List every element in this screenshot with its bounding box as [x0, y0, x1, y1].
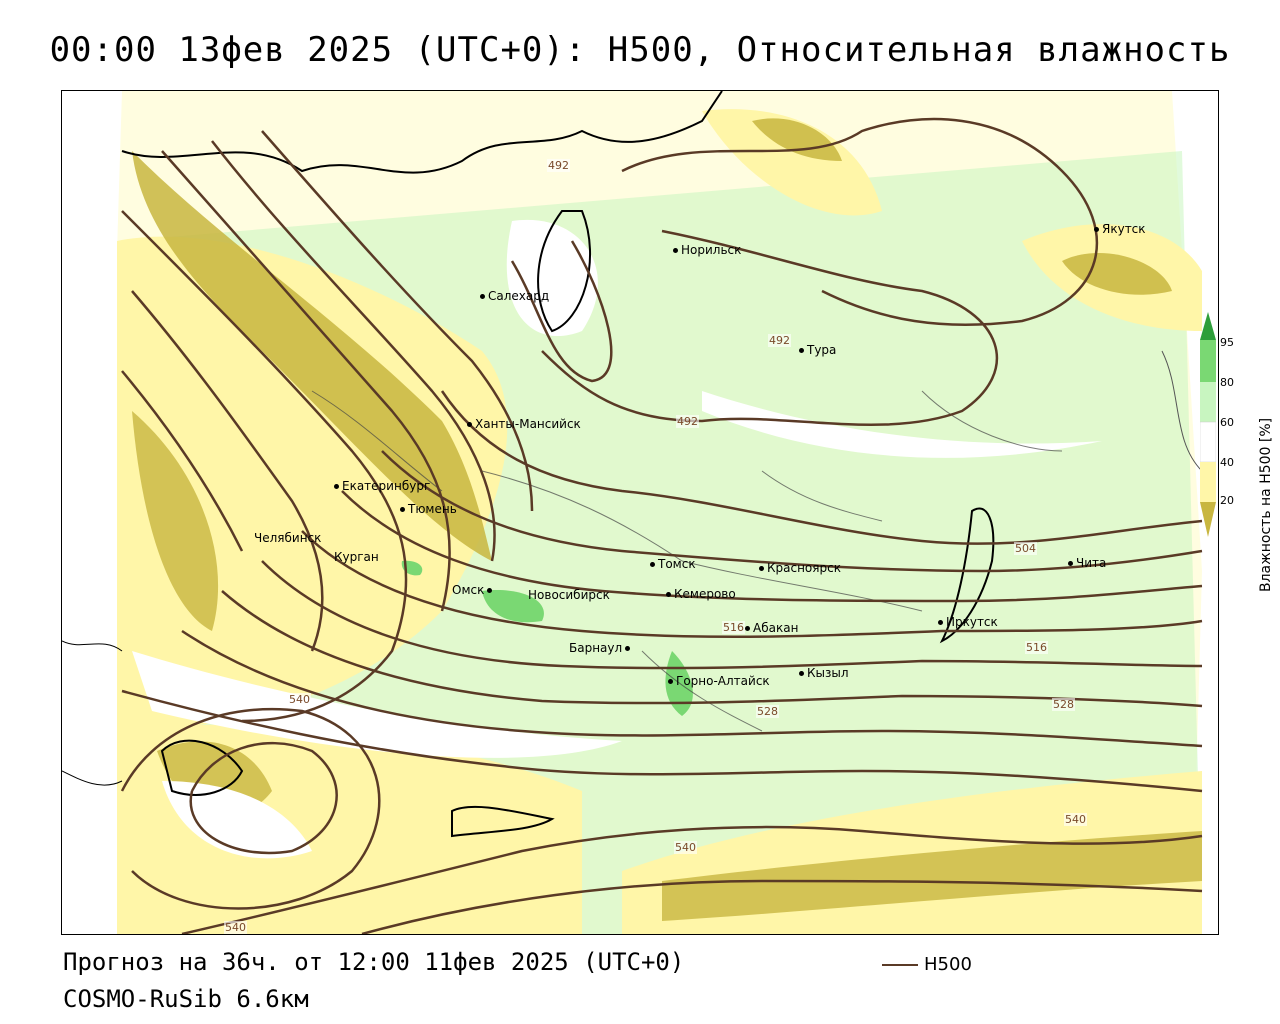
- city-marker: Челябинск: [254, 531, 322, 545]
- legend-swatch-40-60: [1200, 421, 1216, 463]
- city-dot-icon: [666, 592, 671, 597]
- city-marker: Курган: [334, 550, 379, 564]
- city-dot-icon: [938, 620, 943, 625]
- legend-swatch-20-40: [1200, 462, 1216, 502]
- isoline-label: 492: [547, 159, 570, 172]
- h500-line-legend: H500: [882, 954, 972, 975]
- legend-tick: 80: [1220, 376, 1234, 389]
- model-name: COSMO-RuSib 6.6км: [63, 985, 309, 1013]
- legend-swatch-lt20: [1200, 502, 1216, 537]
- city-marker: Екатеринбург: [334, 479, 430, 493]
- isoline-label: 492: [768, 334, 791, 347]
- city-dot-icon: [799, 671, 804, 676]
- isoline-label: 504: [1014, 542, 1037, 555]
- city-marker: Ханты-Мансийск: [467, 417, 581, 431]
- weather-map: 492 492 492 504 516 516 528 528 540 540 …: [61, 90, 1219, 935]
- legend-swatch-60-80: [1200, 382, 1216, 422]
- city-dot-icon: [1094, 227, 1099, 232]
- city-marker: Барнаул: [569, 641, 633, 655]
- h500-line-swatch: [882, 963, 918, 966]
- city-marker: Кызыл: [799, 666, 849, 680]
- isoline-label: 528: [756, 705, 779, 718]
- legend-title: Влажность на H500 [%]: [1258, 417, 1274, 592]
- city-marker: Абакан: [745, 621, 798, 635]
- isoline-label: 516: [1025, 641, 1048, 654]
- city-dot-icon: [467, 422, 472, 427]
- city-marker: Омск: [452, 583, 495, 597]
- city-dot-icon: [334, 484, 339, 489]
- city-dot-icon: [650, 562, 655, 567]
- city-dot-icon: [799, 348, 804, 353]
- city-marker: Тюмень: [400, 502, 457, 516]
- isoline-label: 516: [722, 621, 745, 634]
- city-marker: Салехард: [480, 289, 549, 303]
- city-marker: Норильск: [673, 243, 741, 257]
- city-dot-icon: [673, 248, 678, 253]
- legend-tick: 40: [1220, 456, 1234, 469]
- isoline-label: 540: [1064, 813, 1087, 826]
- city-dot-icon: [668, 679, 673, 684]
- legend-tick: 20: [1220, 494, 1234, 507]
- legend-tick: 95: [1220, 336, 1234, 349]
- isoline-label: 540: [224, 921, 247, 934]
- city-dot-icon: [480, 294, 485, 299]
- h500-line-label: H500: [924, 954, 972, 975]
- legend-tick: 60: [1220, 416, 1234, 429]
- city-marker: Томск: [650, 557, 696, 571]
- h500-isolines: [120, 117, 1203, 934]
- city-marker: Новосибирск: [528, 588, 610, 602]
- city-dot-icon: [745, 626, 750, 631]
- city-marker: Горно-Алтайск: [668, 674, 770, 688]
- city-dot-icon: [1068, 561, 1073, 566]
- isoline-label: 492: [676, 415, 699, 428]
- city-marker: Кемерово: [666, 587, 736, 601]
- legend-swatch-80-95: [1200, 340, 1216, 382]
- isoline-label: 540: [674, 841, 697, 854]
- humidity-field: [62, 91, 1218, 934]
- city-dot-icon: [400, 507, 405, 512]
- map-title: 00:00 13фев 2025 (UTC+0): H500, Относите…: [49, 30, 1231, 70]
- humidity-color-legend: [1200, 312, 1216, 537]
- city-marker: Иркутск: [938, 615, 998, 629]
- isoline-label: 528: [1052, 698, 1075, 711]
- city-marker: Якутск: [1094, 222, 1146, 236]
- city-marker: Красноярск: [759, 561, 841, 575]
- city-dot-icon: [625, 646, 631, 651]
- city-marker: Чита: [1068, 556, 1106, 570]
- isoline-label: 540: [288, 693, 311, 706]
- forecast-info: Прогноз на 36ч. от 12:00 11фев 2025 (UTC…: [63, 948, 685, 976]
- city-dot-icon: [759, 566, 764, 571]
- city-dot-icon: [487, 588, 493, 593]
- city-marker: Тура: [799, 343, 836, 357]
